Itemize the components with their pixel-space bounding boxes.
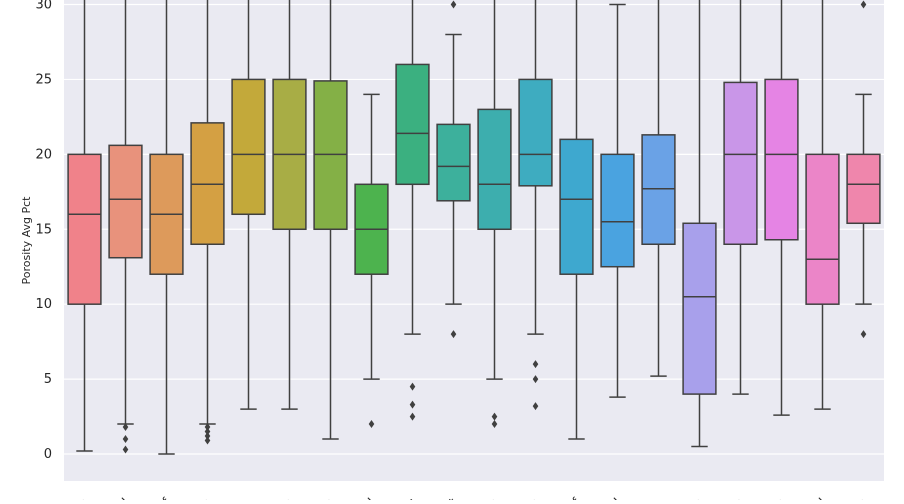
x-tick-label: e [485, 495, 500, 500]
x-tick-label: at [441, 495, 460, 500]
x-tick-label: df [564, 495, 583, 500]
box-iqr [231, 78, 266, 216]
outlier-point [409, 400, 416, 409]
x-tick-label: e [854, 495, 869, 500]
y-tick-label: 25 [35, 72, 52, 87]
box-iqr [764, 78, 799, 241]
box-iqr [805, 153, 840, 305]
outlier-point [409, 412, 416, 421]
outlier-point [860, 0, 867, 9]
outlier-point [491, 420, 498, 429]
outlier-point [860, 330, 867, 339]
box-group-10 [436, 0, 471, 339]
box-iqr [395, 63, 430, 186]
x-tick-label: al [811, 495, 828, 500]
box-iqr [477, 108, 512, 231]
box-iqr [682, 222, 717, 395]
box-group-14 [600, 3, 635, 398]
box-group-5 [231, 0, 266, 410]
box-group-4 [190, 0, 225, 445]
box-group-3 [149, 0, 184, 455]
box-iqr [559, 138, 594, 275]
outlier-point [532, 375, 539, 384]
outlier-point [450, 330, 457, 339]
box-iqr [600, 153, 635, 268]
y-tick-label: 5 [44, 372, 52, 387]
box-group-8 [354, 93, 389, 429]
x-tick-label: ia [647, 495, 664, 500]
outlier-point [204, 432, 211, 441]
outlier-point [532, 360, 539, 369]
box-group-20 [846, 0, 881, 339]
outlier-point [491, 412, 498, 421]
x-tick-label: e [75, 495, 90, 500]
x-tick-label: ia [237, 495, 254, 500]
outlier-point [122, 423, 129, 432]
box-group-16 [682, 0, 717, 448]
y-tick-label: 10 [35, 297, 52, 312]
y-axis-label: Porosity Avg Pct [20, 196, 33, 285]
box-iqr [436, 123, 471, 202]
outlier-point [450, 0, 457, 9]
box-group-7 [313, 0, 348, 440]
outlier-point [122, 445, 129, 454]
y-tick-label: 0 [44, 447, 52, 462]
box-iqr [67, 153, 102, 305]
x-tick-label: e [198, 495, 213, 500]
box-group-11 [477, 0, 512, 429]
box-group-12 [518, 0, 553, 411]
x-tick-label: in [319, 495, 337, 500]
box-group-19 [805, 0, 840, 410]
x-tick-label: al [114, 495, 131, 500]
box-group-17 [723, 0, 758, 395]
y-tick-label: 30 [35, 0, 52, 12]
y-tick-label: 20 [35, 147, 52, 162]
box-iqr [723, 81, 758, 245]
x-tick-label: e [526, 495, 541, 500]
box-iqr [108, 144, 143, 259]
box-group-9 [395, 0, 430, 421]
x-tick-label: e [772, 495, 787, 500]
outlier-point [532, 402, 539, 411]
outlier-point [122, 435, 129, 444]
box-iqr [846, 153, 881, 225]
box-group-1 [67, 0, 102, 452]
x-tick-label: ic [402, 495, 419, 500]
box-iqr [518, 78, 553, 187]
box-group-6 [272, 0, 307, 410]
x-tick-label: df [154, 495, 173, 500]
box-group-2 [108, 0, 143, 454]
outlier-point [368, 420, 375, 429]
plot-background [64, 0, 884, 481]
y-tick-label: 15 [35, 222, 52, 237]
outlier-point [409, 382, 416, 391]
x-tick-label: e [280, 495, 295, 500]
outlier-point [204, 423, 211, 432]
box-group-13 [559, 0, 594, 440]
x-tick-label: al [606, 495, 623, 500]
outlier-point [204, 427, 211, 436]
x-tick-label: al [360, 495, 377, 500]
outlier-point [204, 436, 211, 445]
x-tick-label: e [690, 495, 705, 500]
x-tick-label: in [729, 495, 747, 500]
box-group-18 [764, 0, 799, 416]
box-group-15 [641, 0, 676, 377]
